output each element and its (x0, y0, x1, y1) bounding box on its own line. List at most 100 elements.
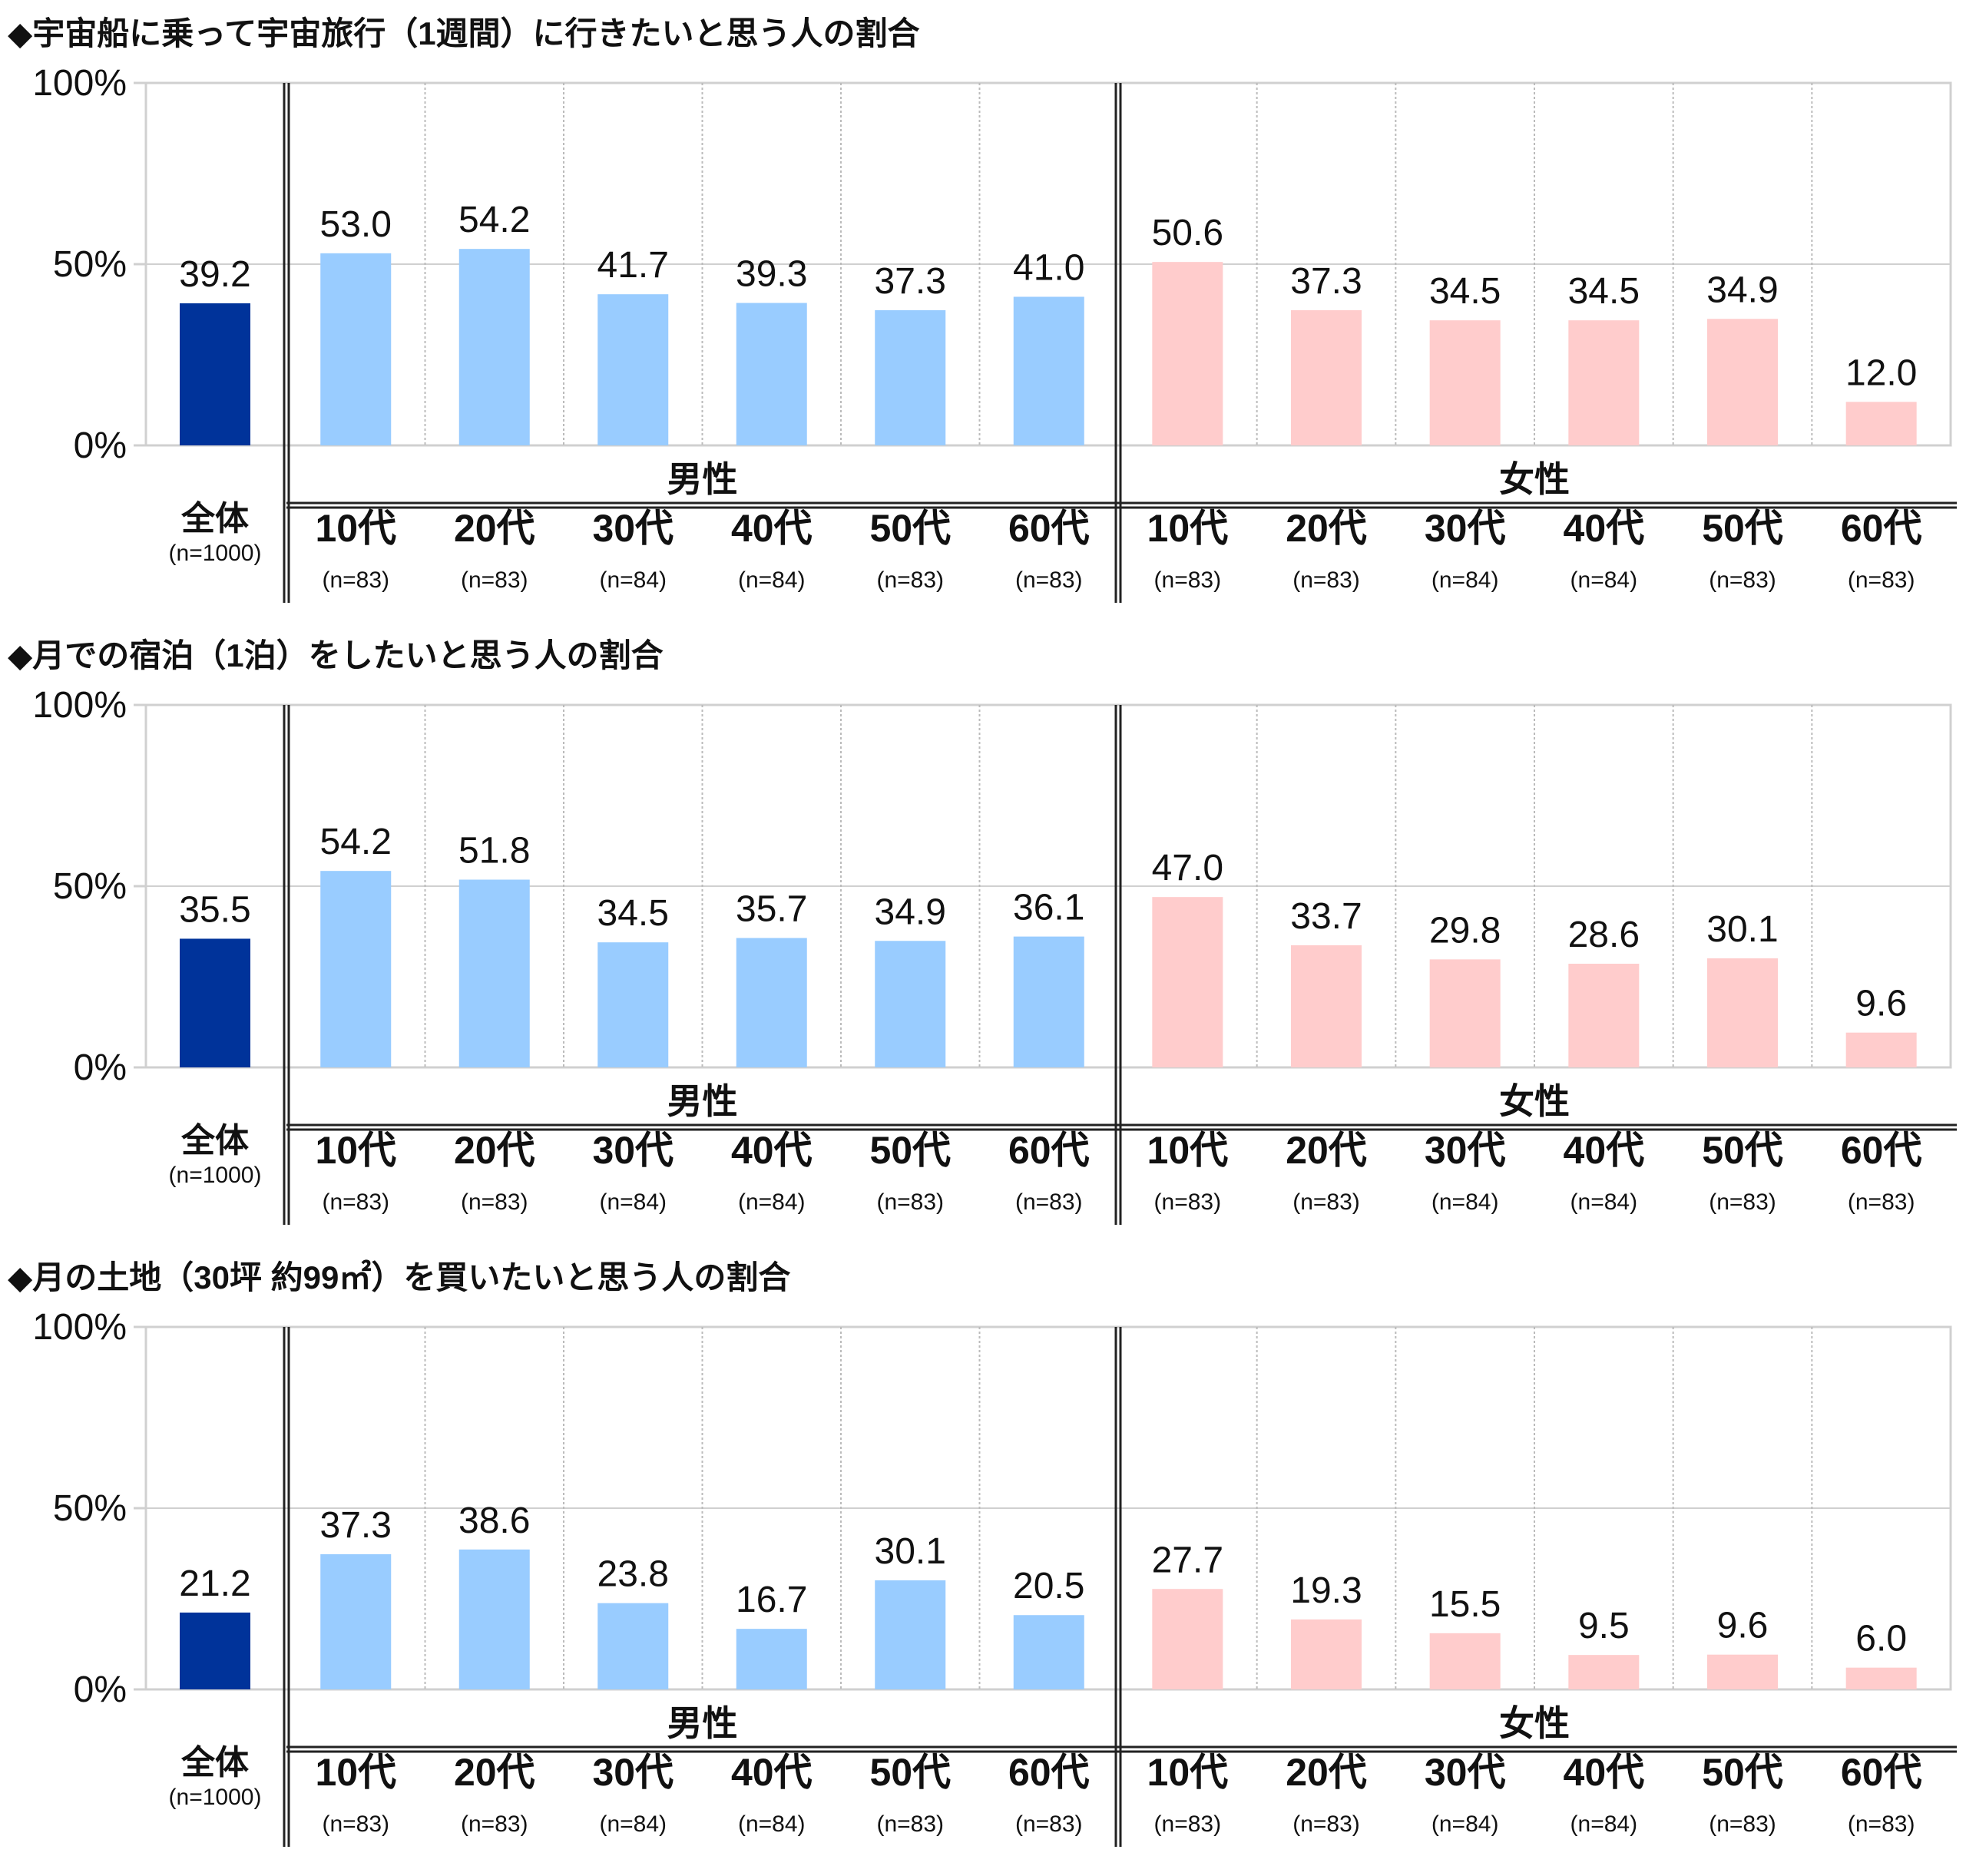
category-n-label: (n=84) (1570, 1189, 1638, 1215)
bar-value-label: 9.6 (1855, 984, 1907, 1024)
category-n-label: (n=83) (1154, 1811, 1222, 1837)
bar-overall (180, 1612, 250, 1689)
bar-male-3 (597, 294, 669, 445)
bar-value-label: 23.8 (597, 1554, 669, 1595)
category-label: 30代 (592, 1129, 674, 1172)
category-n-label: (n=83) (876, 567, 944, 593)
category-n-label: (n=84) (599, 1811, 667, 1837)
category-label: 20代 (454, 1129, 535, 1172)
category-n-label: (n=84) (738, 1811, 806, 1837)
category-label: 20代 (454, 507, 535, 550)
category-label: 30代 (592, 507, 674, 550)
bar-female-2 (1291, 945, 1362, 1067)
category-n-label: (n=84) (1570, 567, 1638, 593)
bar-male-4 (736, 1629, 807, 1689)
bar-value-label: 47.0 (1152, 848, 1223, 888)
category-n-label: (n=83) (1709, 567, 1776, 593)
y-tick-label: 50% (53, 244, 127, 285)
category-label: 20代 (1286, 1129, 1367, 1172)
category-n-label: (n=83) (461, 567, 528, 593)
category-n-label: (n=84) (1431, 1811, 1499, 1837)
bar-value-label: 34.5 (1429, 271, 1501, 312)
category-n-label: (n=83) (1709, 1189, 1776, 1215)
bar-male-5 (875, 309, 946, 445)
group-label-female: 女性 (1499, 459, 1570, 499)
bar-male-4 (736, 303, 807, 445)
bar-value-label: 35.7 (736, 888, 807, 929)
category-label: 10代 (1147, 1129, 1229, 1172)
group-label-male: 男性 (667, 1081, 738, 1121)
category-label: 50代 (869, 507, 951, 550)
bar-female-3 (1429, 959, 1501, 1067)
bar-value-label: 39.3 (736, 254, 807, 295)
category-n-label: (n=83) (1848, 1811, 1915, 1837)
bar-female-6 (1845, 1667, 1917, 1689)
category-label: 40代 (1564, 507, 1645, 550)
bar-value-label: 30.1 (875, 1531, 946, 1572)
bar-value-label: 51.8 (458, 831, 530, 872)
bar-female-2 (1291, 1619, 1362, 1689)
category-n-label: (n=84) (599, 567, 667, 593)
bar-female-3 (1429, 1633, 1501, 1689)
category-n-label: (n=84) (1570, 1811, 1638, 1837)
y-tick-label: 0% (74, 1047, 127, 1088)
category-label: 40代 (1564, 1129, 1645, 1172)
category-n-label: (n=84) (599, 1189, 667, 1215)
bar-value-label: 9.6 (1717, 1606, 1769, 1646)
bar-value-label: 16.7 (736, 1580, 807, 1620)
bar-value-label: 29.8 (1429, 910, 1501, 951)
bar-male-2 (458, 879, 530, 1067)
bar-male-5 (875, 941, 946, 1067)
category-label: 50代 (1702, 1751, 1783, 1794)
category-n-label: (n=83) (1848, 567, 1915, 593)
bar-value-label: 37.3 (1290, 261, 1362, 302)
overall-label: 全体 (180, 499, 249, 538)
category-label: 10代 (315, 1751, 396, 1794)
bar-value-label: 41.7 (597, 245, 669, 286)
category-label: 60代 (1008, 1129, 1090, 1172)
category-n-label: (n=83) (1292, 1811, 1360, 1837)
category-n-label: (n=83) (322, 567, 389, 593)
bar-female-1 (1152, 1589, 1223, 1689)
category-label: 40代 (731, 1751, 813, 1794)
bar-female-4 (1568, 964, 1640, 1067)
bar-value-label: 41.0 (1013, 247, 1084, 288)
group-label-male: 男性 (667, 1703, 738, 1743)
bar-value-label: 34.5 (597, 893, 669, 934)
bar-value-label: 9.5 (1578, 1606, 1630, 1646)
category-label: 20代 (1286, 1751, 1367, 1794)
bar-value-label: 6.0 (1855, 1619, 1907, 1659)
category-label: 10代 (315, 1129, 396, 1172)
bar-female-1 (1152, 262, 1223, 445)
category-n-label: (n=83) (1015, 1811, 1083, 1837)
y-tick-label: 50% (53, 1488, 127, 1529)
bar-value-label: 36.1 (1013, 888, 1084, 928)
overall-n-label: (n=1000) (169, 1785, 262, 1810)
y-tick-label: 100% (32, 63, 127, 104)
bar-female-6 (1845, 402, 1917, 445)
bar-value-label: 15.5 (1429, 1584, 1501, 1625)
category-label: 50代 (1702, 507, 1783, 550)
bar-female-4 (1568, 320, 1640, 445)
bar-value-label: 38.6 (458, 1500, 530, 1541)
category-label: 40代 (731, 1129, 813, 1172)
category-n-label: (n=83) (1848, 1189, 1915, 1215)
bar-overall (180, 303, 250, 445)
bar-value-label: 34.5 (1568, 271, 1640, 312)
category-n-label: (n=83) (876, 1189, 944, 1215)
bar-value-label: 54.2 (458, 200, 530, 240)
category-n-label: (n=83) (322, 1189, 389, 1215)
y-tick-label: 0% (74, 425, 127, 466)
chart-panel-2: ◆月での宿泊（1泊）をしたいと思う人の割合 0% 50% 100% 35.5 全体 (n=1… (8, 637, 1957, 1225)
category-n-label: (n=83) (461, 1811, 528, 1837)
category-label: 20代 (1286, 507, 1367, 550)
chart-title: ◆宇宙船に乗って宇宙旅行（1週間）に行きたいと思う人の割合 (8, 15, 920, 51)
bar-value-label: 37.3 (320, 1505, 392, 1546)
overall-label: 全体 (180, 1121, 249, 1160)
category-n-label: (n=83) (1015, 567, 1083, 593)
y-tick-label: 50% (53, 866, 127, 907)
chart-title: ◆月の土地（30坪 約99㎡）を買いたいと思う人の割合 (8, 1259, 790, 1295)
category-n-label: (n=83) (461, 1189, 528, 1215)
category-label: 50代 (1702, 1129, 1783, 1172)
bar-male-1 (320, 253, 392, 445)
